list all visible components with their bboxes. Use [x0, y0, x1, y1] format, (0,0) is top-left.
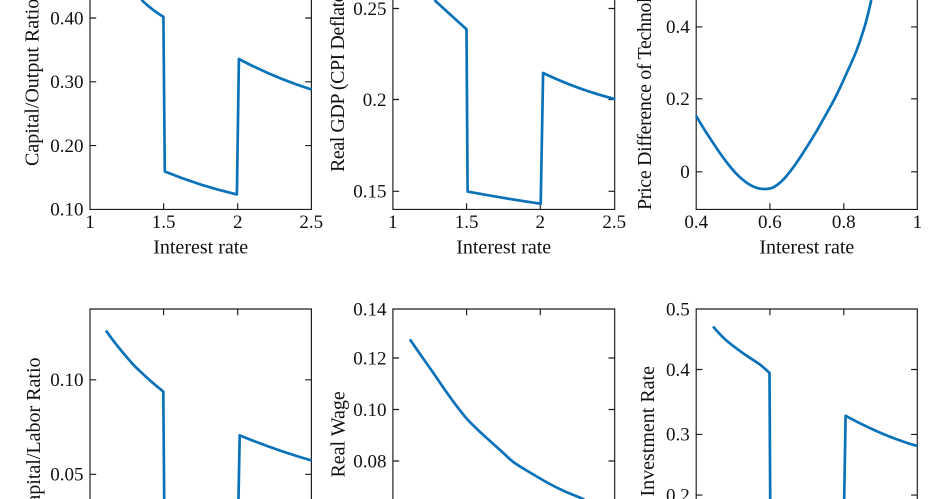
svg-text:1: 1: [388, 212, 398, 233]
svg-text:0.15: 0.15: [353, 182, 386, 203]
svg-text:0.8: 0.8: [832, 212, 856, 233]
svg-text:0.2: 0.2: [363, 90, 387, 111]
svg-text:0.10: 0.10: [50, 200, 83, 221]
svg-text:Interest rate: Interest rate: [153, 237, 248, 259]
svg-text:1: 1: [85, 212, 95, 233]
svg-text:0.4: 0.4: [684, 212, 708, 233]
svg-text:2: 2: [536, 212, 546, 233]
svg-text:1.5: 1.5: [152, 212, 176, 233]
svg-text:0.14: 0.14: [353, 299, 387, 320]
svg-text:0.08: 0.08: [353, 451, 386, 472]
svg-text:Price Difference of Technologi: Price Difference of Technologies: [634, 0, 656, 210]
svg-text:0.05: 0.05: [50, 465, 83, 486]
svg-text:2.5: 2.5: [299, 212, 323, 233]
svg-text:0.6: 0.6: [758, 212, 782, 233]
svg-text:0.4: 0.4: [666, 360, 690, 381]
svg-text:2: 2: [233, 212, 243, 233]
svg-text:0.5: 0.5: [666, 299, 690, 320]
svg-text:0.20: 0.20: [50, 136, 83, 157]
svg-text:0.30: 0.30: [50, 72, 83, 93]
svg-text:1: 1: [913, 212, 923, 233]
svg-text:Capital/Output Ratio: Capital/Output Ratio: [22, 0, 44, 166]
svg-text:2.5: 2.5: [602, 212, 626, 233]
svg-text:0: 0: [680, 162, 690, 183]
svg-text:0.4: 0.4: [666, 17, 690, 38]
svg-text:Capital/Labor Ratio: Capital/Labor Ratio: [23, 358, 45, 499]
svg-text:0.3: 0.3: [666, 425, 690, 446]
svg-text:0.25: 0.25: [353, 0, 386, 20]
svg-text:Investment Rate: Investment Rate: [637, 366, 659, 497]
svg-text:Interest rate: Interest rate: [456, 237, 551, 259]
svg-text:Interest rate: Interest rate: [759, 237, 854, 259]
svg-text:1.5: 1.5: [455, 212, 479, 233]
svg-text:0.2: 0.2: [666, 485, 690, 499]
svg-text:0.10: 0.10: [353, 400, 386, 421]
svg-text:0.2: 0.2: [666, 89, 690, 110]
svg-text:0.10: 0.10: [50, 370, 83, 391]
svg-text:0.40: 0.40: [50, 9, 83, 30]
svg-text:Real Wage: Real Wage: [328, 391, 350, 477]
svg-text:Real GDP (CPI Deflator): Real GDP (CPI Deflator): [327, 0, 349, 172]
svg-text:0.12: 0.12: [353, 348, 386, 369]
